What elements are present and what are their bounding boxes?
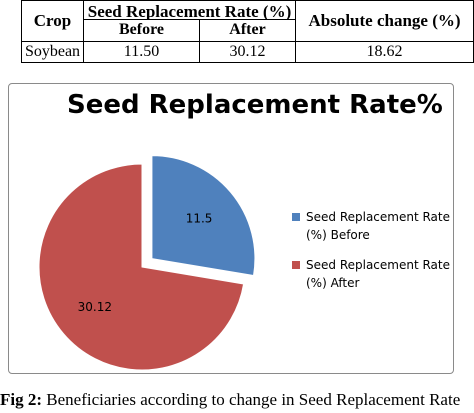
pie-slice-after — [38, 163, 245, 371]
legend-label-before-line2: (%) Before — [306, 228, 370, 242]
table-row: Soybean 11.50 30.12 18.62 — [21, 41, 474, 63]
legend-label-after-line1: Seed Replacement Rate — [306, 258, 450, 272]
cell-before: 11.50 — [83, 41, 200, 63]
table-subheader-row: Before After — [22, 18, 474, 43]
chart-title: Seed Replacement Rate% — [67, 90, 443, 120]
header-absolute-change: Absolute change (%) — [295, 0, 474, 42]
cell-crop: Soybean — [21, 41, 84, 63]
header-seed-replacement-rate: Seed Replacement Rate (%) — [83, 0, 296, 20]
figure-caption: Fig 2: Beneficiaries according to change… — [0, 390, 460, 410]
pie-label-after: 30.12 — [78, 300, 112, 314]
legend-label-after-line2: (%) After — [306, 276, 360, 290]
pie-label-before: 11.5 — [186, 212, 213, 226]
pie-slice-before — [151, 155, 256, 277]
seed-replacement-table: Crop Seed Replacement Rate (%) Absolute … — [21, 0, 474, 63]
header-before: Before — [83, 18, 200, 43]
legend-item-after: Seed Replacement Rate (%) After — [292, 256, 452, 292]
figure-caption-text: Beneficiaries according to change in See… — [42, 390, 461, 409]
legend-swatch-before — [292, 213, 300, 221]
pie-chart: 11.5 30.12 — [38, 155, 256, 371]
chart-legend: Seed Replacement Rate (%) Before Seed Re… — [292, 208, 452, 304]
legend-label-before-line1: Seed Replacement Rate — [306, 210, 450, 224]
cell-absolute-change: 18.62 — [295, 41, 474, 63]
table-header-row: Crop Seed Replacement Rate (%) Absolute … — [21, 0, 474, 42]
cell-after: 30.12 — [199, 41, 296, 63]
pie-chart-area: Seed Replacement Rate% 11.5 30.12 Seed Re… — [8, 83, 454, 374]
figure-caption-prefix: Fig 2: — [0, 390, 43, 409]
header-crop: Crop — [21, 0, 84, 42]
legend-item-before: Seed Replacement Rate (%) Before — [292, 208, 452, 244]
legend-swatch-after — [292, 261, 300, 269]
header-after: After — [199, 18, 296, 43]
